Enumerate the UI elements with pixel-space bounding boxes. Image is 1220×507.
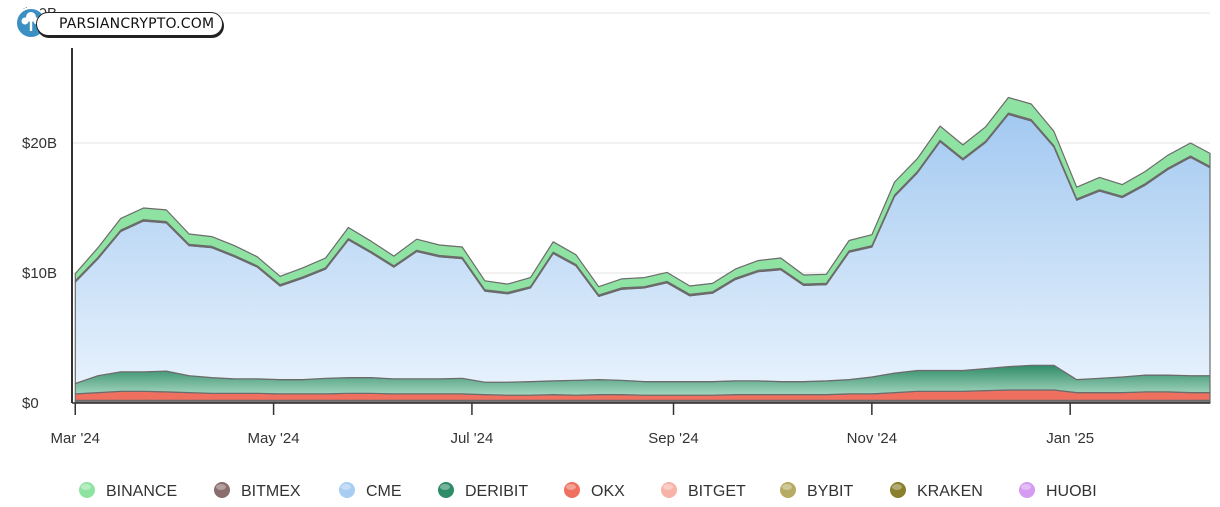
legend-marker-highlight	[566, 484, 576, 490]
legend-marker	[79, 482, 95, 498]
legend-marker-highlight	[1021, 484, 1031, 490]
legend-label: BITGET	[688, 483, 746, 500]
legend-item-bitmex[interactable]: BITMEX	[214, 482, 301, 500]
legend-item-okx[interactable]: OKX	[564, 482, 625, 500]
y-tick-label: $20B	[22, 135, 57, 152]
legend-label: HUOBI	[1046, 483, 1097, 500]
legend-label: OKX	[591, 483, 625, 500]
legend-marker	[890, 482, 906, 498]
watermark-pill: PARSIANCRYPTO.COM	[36, 12, 224, 36]
axes: Mar '24 May '24 Jul '24 Sep '24 Nov '24 Jan '…	[50, 48, 1210, 447]
legend-item-kraken[interactable]: KRAKEN	[890, 482, 983, 500]
watermark-text: PARSIANCRYPTO.COM	[59, 16, 215, 32]
legend-marker	[214, 482, 230, 498]
x-tick-label: May '24	[248, 430, 300, 447]
legend-marker-highlight	[81, 484, 91, 490]
legend-label: BINANCE	[106, 483, 177, 500]
legend-label: CME	[366, 483, 402, 500]
legend-marker-highlight	[663, 484, 673, 490]
legend-marker	[1019, 482, 1035, 498]
x-tick-label: Jul '24	[450, 430, 493, 447]
legend-marker	[661, 482, 677, 498]
legend-item-cme[interactable]: CME	[339, 482, 402, 500]
legend-label: KRAKEN	[917, 483, 983, 500]
legend-marker-highlight	[440, 484, 450, 490]
legend: BINANCE BITMEX CME DERIBIT OKX BITGET BYBIT KRA…	[79, 482, 1097, 500]
legend-marker	[564, 482, 580, 498]
area-binance	[74, 96, 1211, 296]
y-tick-label: $10B	[22, 265, 57, 282]
x-tick-label: Nov '24	[847, 430, 897, 447]
x-tick-label: Sep '24	[648, 430, 698, 447]
legend-marker	[339, 482, 355, 498]
legend-item-bybit[interactable]: BYBIT	[780, 482, 853, 500]
legend-marker	[780, 482, 796, 498]
legend-marker-highlight	[341, 484, 351, 490]
legend-item-bitget[interactable]: BITGET	[661, 482, 746, 500]
x-tick-label: Jan '25	[1046, 430, 1094, 447]
legend-label: BYBIT	[807, 483, 853, 500]
area-cme	[74, 113, 1211, 385]
legend-marker-highlight	[782, 484, 792, 490]
legend-label: DERIBIT	[465, 483, 528, 500]
legend-marker	[438, 482, 454, 498]
y-tick-label: $0	[22, 395, 39, 412]
legend-item-deribit[interactable]: DERIBIT	[438, 482, 528, 500]
legend-item-huobi[interactable]: HUOBI	[1019, 482, 1097, 500]
legend-marker-highlight	[216, 484, 226, 490]
legend-marker-highlight	[892, 484, 902, 490]
legend-item-binance[interactable]: BINANCE	[79, 482, 177, 500]
x-tick-label: Mar '24	[50, 430, 100, 447]
legend-label: BITMEX	[241, 483, 301, 500]
